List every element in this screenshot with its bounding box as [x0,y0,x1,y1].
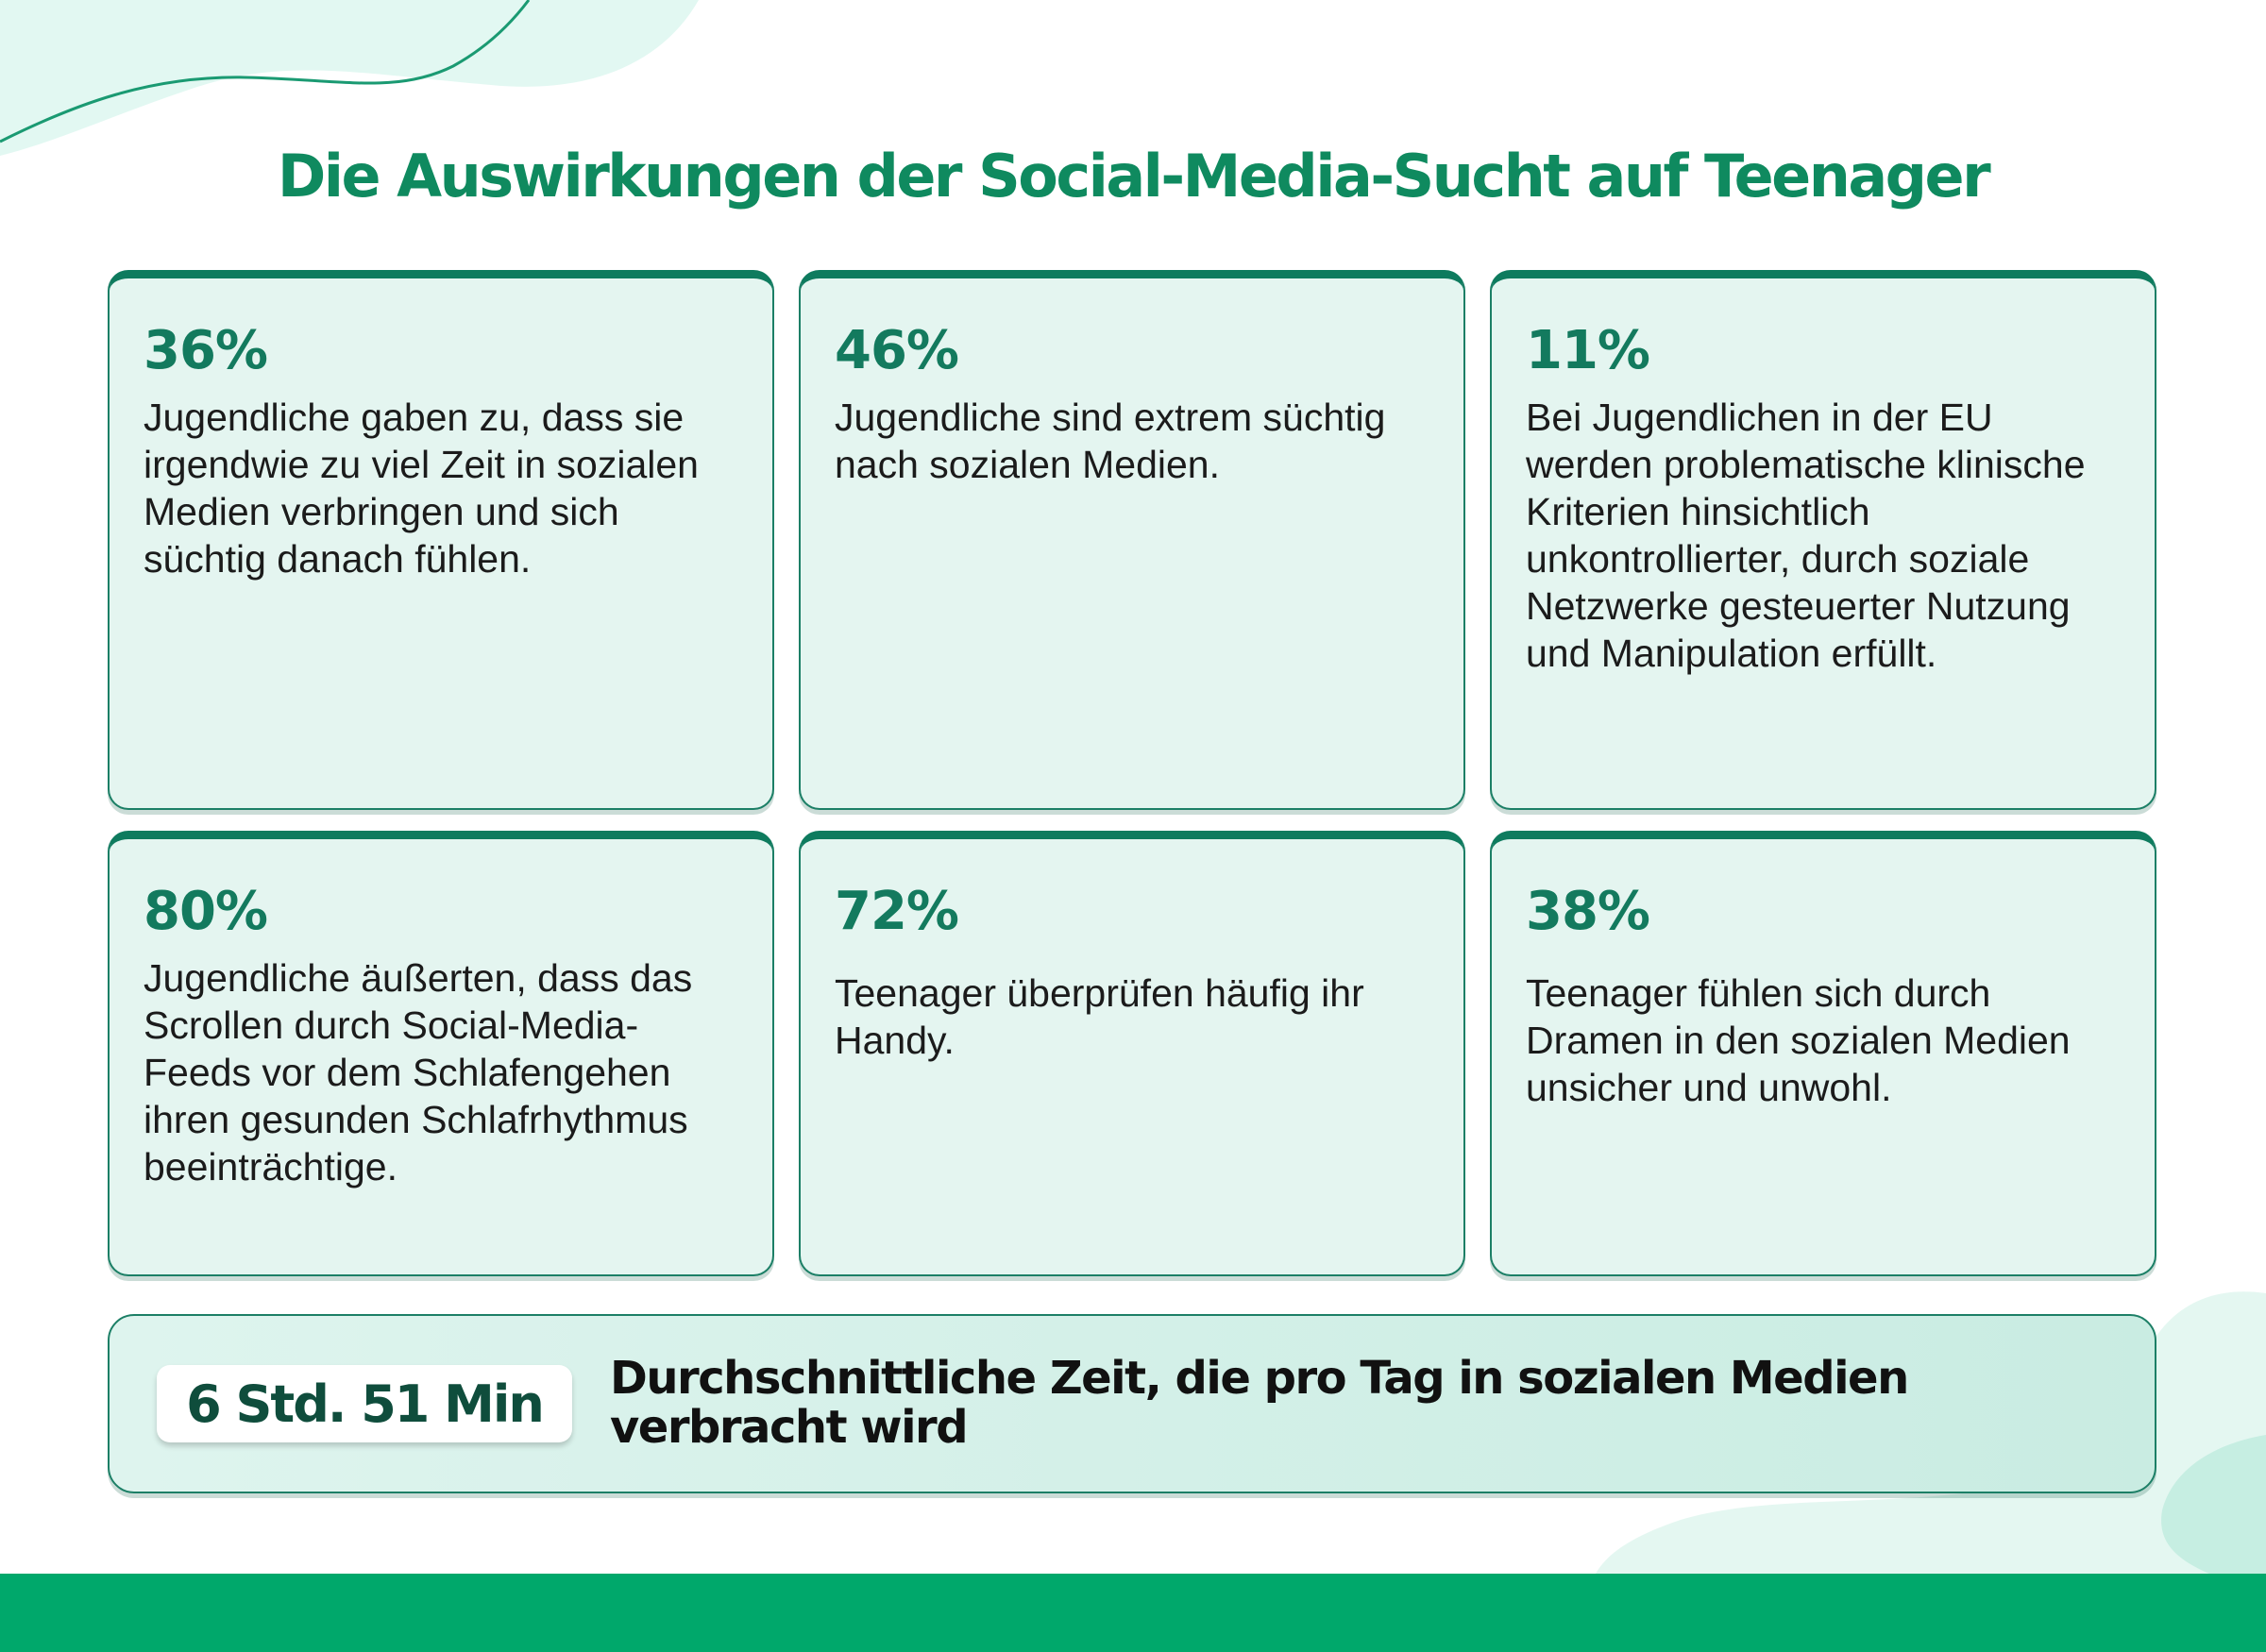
page-title: Die Auswirkungen der Social-Media-Sucht … [277,142,1991,211]
stat-card-38: 38% Teenager fühlen sich durch Dramen in… [1490,831,2156,1276]
stat-description: Teenager überprüfen häufig ihr Handy. [835,970,1364,1062]
stat-card-46: 46% Jugendliche sind extrem süchtig nach… [799,270,1465,810]
stat-value: 11% [1526,320,1650,381]
stat-description: Jugendliche äußerten, dass das Scrollen … [144,955,693,1188]
stat-card-80: 80% Jugendliche äußerten, dass das Scrol… [108,831,774,1276]
time-badge: 6 Std. 51 Min [157,1365,572,1442]
summary-text: Durchschnittliche Zeit, die pro Tag in s… [610,1352,1909,1454]
stat-value: 80% [144,881,268,942]
stat-value: 46% [835,320,959,381]
stat-value: 72% [835,881,959,942]
footer-bar [0,1574,2266,1652]
stat-description: Bei Jugendlichen in der EU werden proble… [1526,395,2086,675]
stat-description: Jugendliche gaben zu, dass sie irgendwie… [144,395,699,581]
stat-card-72: 72% Teenager überprüfen häufig ihr Handy… [799,831,1465,1276]
stat-card-11: 11% Bei Jugendlichen in der EU werden pr… [1490,270,2156,810]
stat-description: Jugendliche sind extrem süchtig nach soz… [835,395,1386,486]
stat-card-36: 36% Jugendliche gaben zu, dass sie irgen… [108,270,774,810]
stat-value: 38% [1526,881,1650,942]
stat-value: 36% [144,320,268,381]
summary-banner: 6 Std. 51 Min Durchschnittliche Zeit, di… [108,1314,2156,1493]
stat-description: Teenager fühlen sich durch Dramen in den… [1526,970,2071,1109]
